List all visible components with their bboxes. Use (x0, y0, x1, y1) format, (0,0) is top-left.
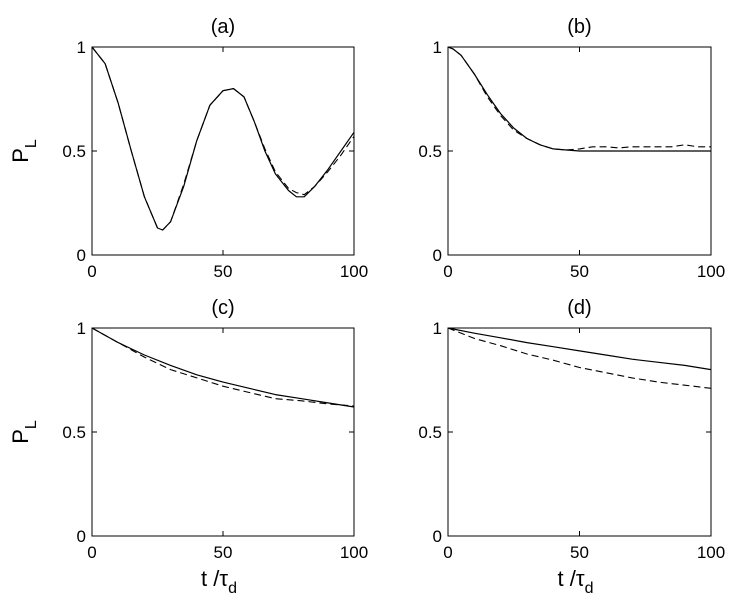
panel-1: 0 50 100 0 0.5 1 (b) (418, 16, 725, 281)
y-axis-title-main: P (8, 429, 33, 444)
y-tick-label: 0 (433, 246, 442, 265)
y-axis-title-sub: L (23, 139, 40, 148)
y-axis-title-main: P (8, 148, 33, 163)
y-axis-title-sub: L (23, 420, 40, 429)
x-tick-label: 100 (340, 543, 368, 562)
x-tick-label: 50 (570, 262, 589, 281)
x-tick-label: 0 (87, 262, 96, 281)
x-tick-label: 50 (214, 262, 233, 281)
series-line-solid (91, 327, 355, 408)
y-tick-label: 0 (433, 527, 442, 546)
x-axis-title-sub: d (585, 580, 594, 597)
series-line-dashed (91, 327, 355, 407)
y-tick-label: 0 (77, 527, 86, 546)
x-tick-label: 0 (87, 543, 96, 562)
x-axis-title: t /τd (201, 566, 237, 597)
series-line-solid (447, 327, 712, 371)
x-tick-label: 100 (340, 262, 368, 281)
series-line-solid (91, 46, 355, 231)
panel-title: (c) (211, 297, 234, 319)
x-tick-label: 100 (697, 543, 725, 562)
x-tick-label: 0 (443, 543, 452, 562)
x-tick-label: 0 (443, 262, 452, 281)
x-axis-title: t /τd (558, 566, 594, 597)
x-axis-title-sub: d (228, 580, 237, 597)
y-tick-label: 0.5 (62, 142, 86, 161)
series-line-dashed (91, 46, 355, 231)
y-tick-label: 0.5 (62, 423, 86, 442)
series-line-solid (447, 46, 711, 152)
x-tick-label: 50 (214, 543, 233, 562)
y-axis-title: PL (8, 139, 40, 163)
panel-title: (b) (567, 16, 591, 38)
y-tick-label: 0.5 (418, 423, 442, 442)
plot-frame (91, 327, 355, 537)
y-tick-label: 1 (77, 319, 86, 338)
x-tick-label: 100 (697, 262, 725, 281)
y-tick-label: 0.5 (418, 142, 442, 161)
y-axis-title: PL (8, 420, 40, 444)
y-tick-label: 0 (77, 246, 86, 265)
panel-3: 0 50 100 0 0.5 1 (d) t /τd (418, 297, 725, 597)
series-line-dashed (447, 327, 712, 389)
plot-frame (447, 327, 712, 537)
y-tick-label: 1 (433, 319, 442, 338)
y-tick-label: 1 (77, 38, 86, 57)
panel-title: (a) (211, 16, 235, 38)
panel-0: 0 50 100 0 0.5 1 (a) PL (8, 16, 368, 281)
x-axis-title-main: t /τ (558, 566, 585, 591)
panel-title: (d) (567, 297, 591, 319)
x-axis-title-main: t /τ (201, 566, 228, 591)
y-tick-label: 1 (433, 38, 442, 57)
series-line-dashed (447, 46, 711, 151)
x-tick-label: 50 (570, 543, 589, 562)
